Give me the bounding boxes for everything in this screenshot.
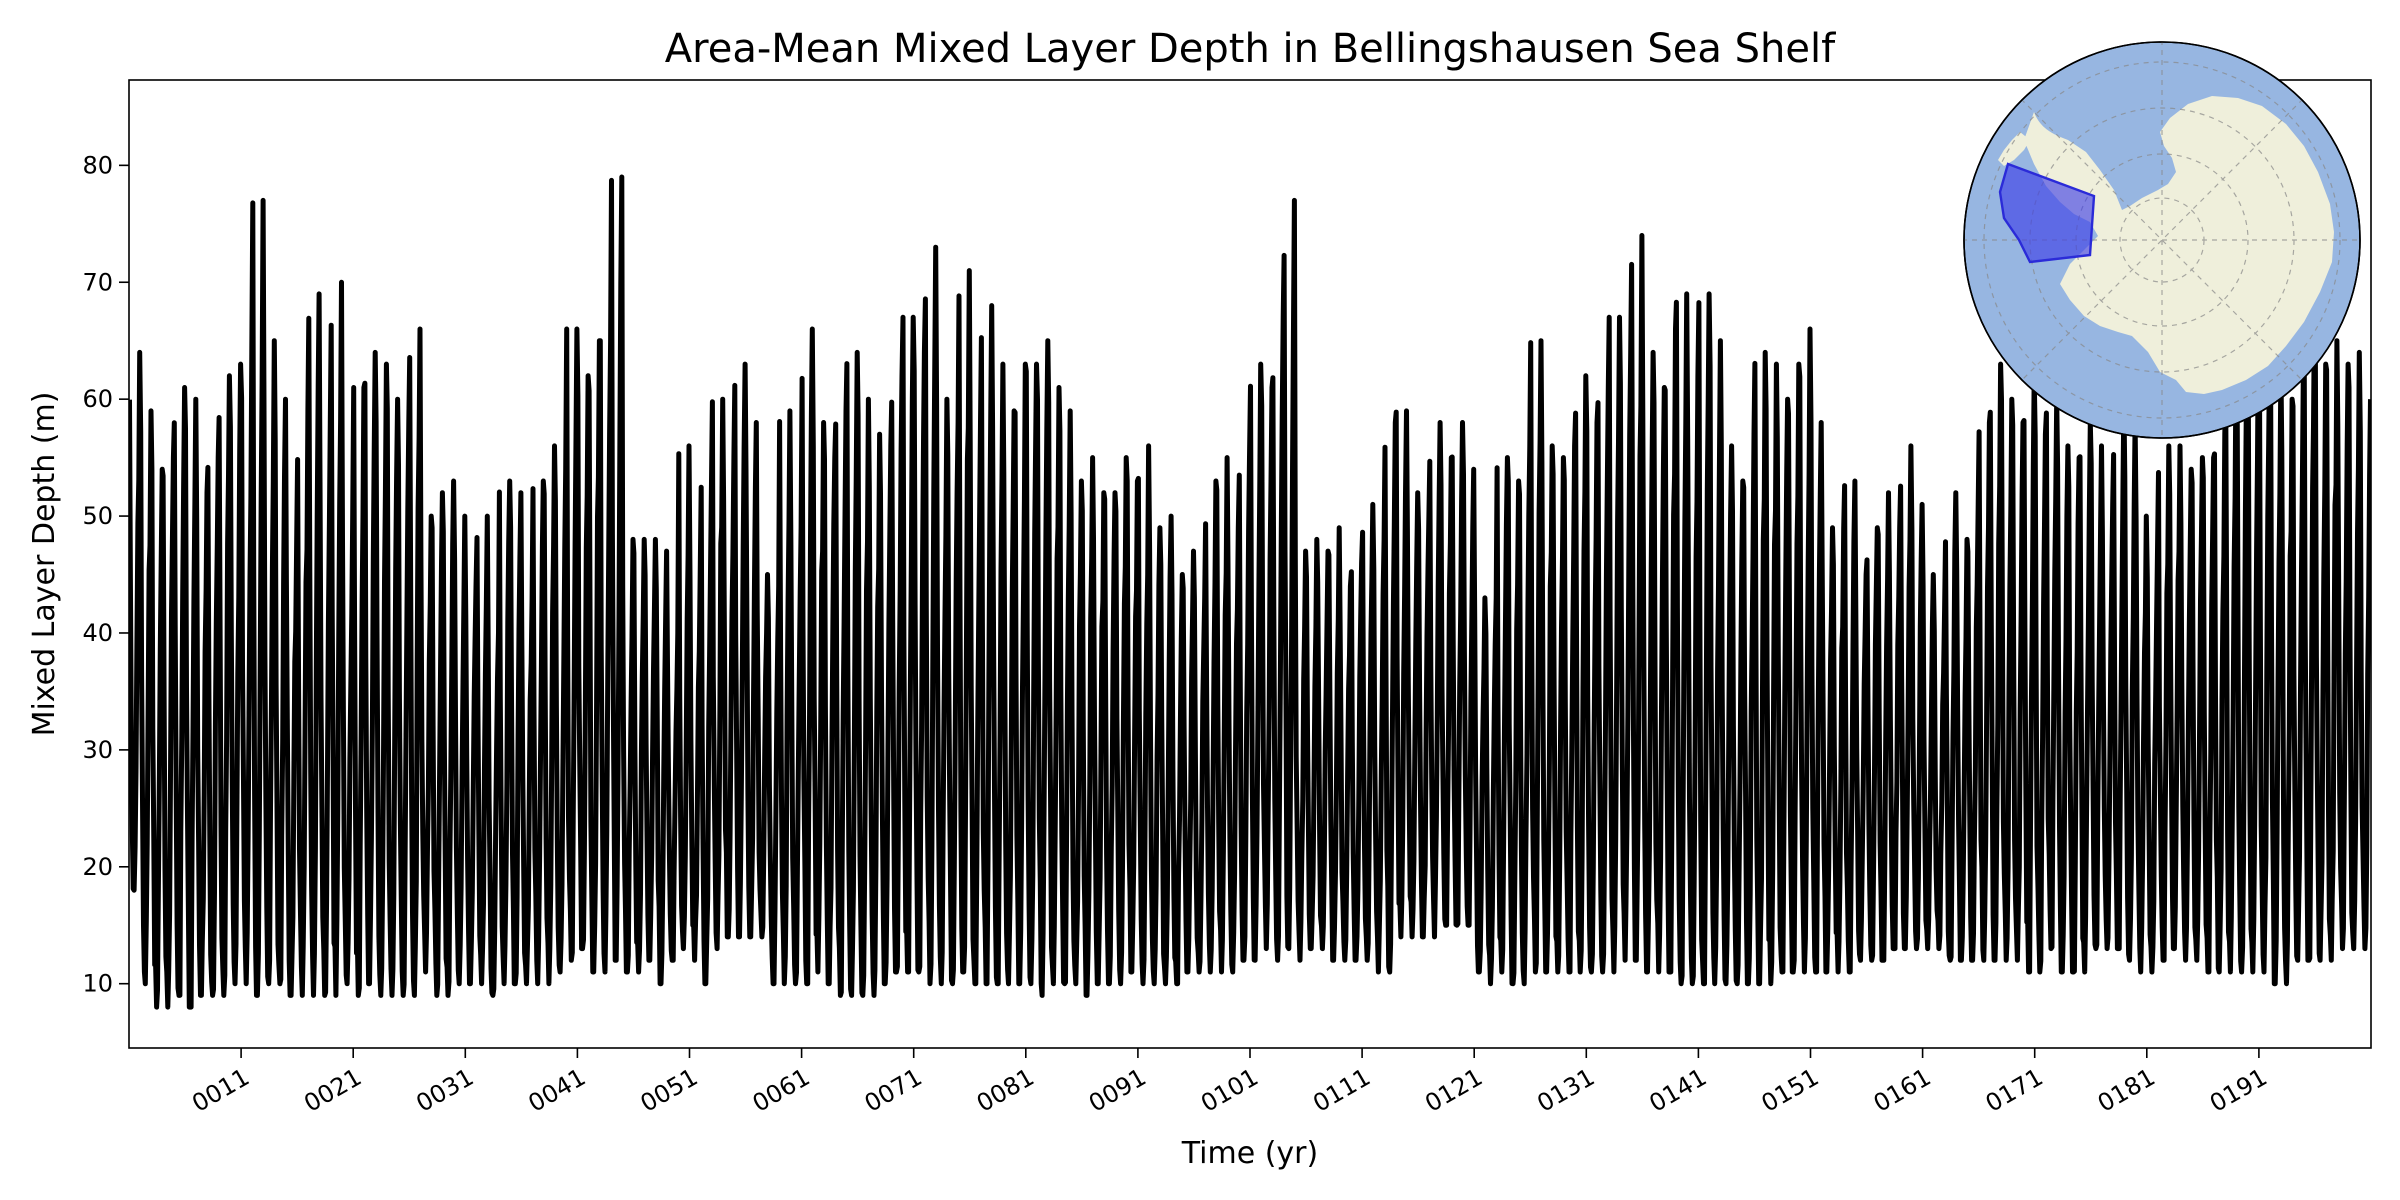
x-tick-label: 0161 bbox=[1869, 1063, 1936, 1118]
y-tick-label: 20 bbox=[82, 853, 113, 881]
x-axis: 0011 0021 0031 0041 0051 0061 0071 0081 0091 0101… bbox=[187, 1048, 2272, 1118]
x-tick-label: 0101 bbox=[1196, 1063, 1263, 1118]
y-tick-label: 50 bbox=[82, 502, 113, 530]
antarctic-peninsula bbox=[1998, 132, 2030, 166]
x-tick-label: 0131 bbox=[1532, 1063, 1599, 1118]
mld-series-line bbox=[129, 174, 2371, 1010]
y-tick-label: 60 bbox=[82, 385, 113, 413]
x-tick-label: 0011 bbox=[187, 1063, 254, 1118]
x-tick-label: 0121 bbox=[1420, 1063, 1487, 1118]
x-tick-label: 0041 bbox=[524, 1063, 591, 1118]
inset-border bbox=[1963, 41, 2361, 439]
y-tick-label: 10 bbox=[82, 970, 113, 998]
x-tick-label: 0021 bbox=[299, 1063, 366, 1118]
series-layer bbox=[129, 174, 2371, 1010]
x-axis-label: Time (yr) bbox=[1181, 1136, 1318, 1171]
y-tick-label: 80 bbox=[82, 151, 113, 179]
antarctica-land bbox=[2024, 96, 2334, 394]
x-tick-label: 0061 bbox=[748, 1063, 815, 1118]
x-tick-label: 0191 bbox=[2205, 1063, 2272, 1118]
y-tick-label: 30 bbox=[82, 736, 113, 764]
x-tick-label: 0111 bbox=[1308, 1063, 1375, 1118]
y-axis: 10 20 30 40 50 60 70 80 bbox=[82, 151, 129, 998]
bellingshausen-region bbox=[1998, 162, 2096, 264]
x-tick-label: 0031 bbox=[411, 1063, 478, 1118]
x-tick-label: 0051 bbox=[636, 1063, 703, 1118]
x-tick-label: 0071 bbox=[860, 1063, 927, 1118]
y-tick-label: 70 bbox=[82, 268, 113, 296]
x-tick-label: 0171 bbox=[1981, 1063, 2048, 1118]
graticule bbox=[1964, 42, 2360, 438]
x-tick-label: 0151 bbox=[1757, 1063, 1824, 1118]
x-tick-label: 0141 bbox=[1645, 1063, 1712, 1118]
antarctica-inset-map bbox=[1963, 41, 2361, 439]
x-tick-label: 0181 bbox=[2093, 1063, 2160, 1118]
x-tick-label: 0091 bbox=[1084, 1063, 1151, 1118]
y-tick-label: 40 bbox=[82, 619, 113, 647]
x-tick-label: 0081 bbox=[972, 1063, 1039, 1118]
chart-title: Area-Mean Mixed Layer Depth in Bellingsh… bbox=[665, 26, 1836, 72]
y-axis-label: Mixed Layer Depth (m) bbox=[27, 392, 62, 737]
